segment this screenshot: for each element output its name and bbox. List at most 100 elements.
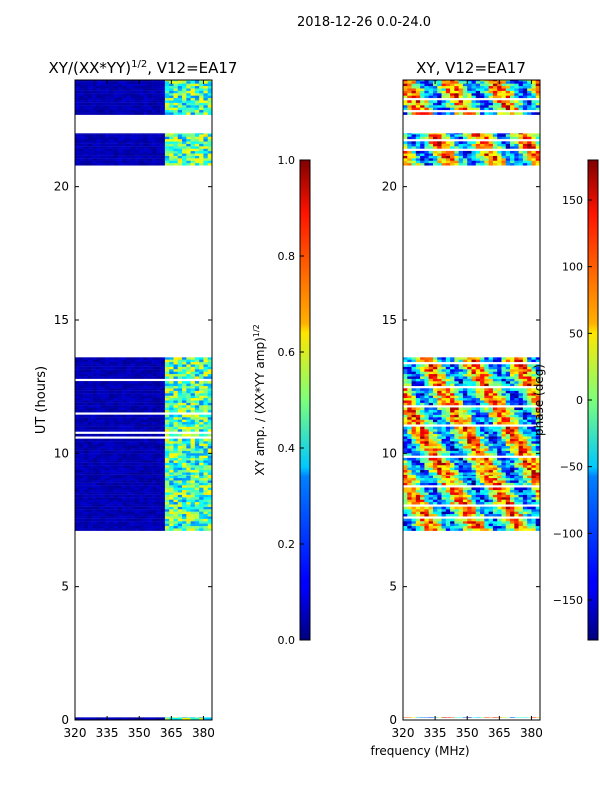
phase-heatmap-cell (458, 417, 464, 420)
amp-heatmap-cell (203, 472, 209, 475)
amp-heatmap-cell (100, 397, 106, 401)
amp-heatmap-cell (139, 383, 144, 387)
amp-heatmap-cell (83, 359, 89, 363)
amp-heatmap-cell (203, 376, 209, 379)
amp-heatmap-cell (126, 501, 131, 505)
phase-heatmap-cell (480, 489, 485, 493)
phase-heatmap-cell (424, 494, 429, 498)
amp-heatmap-cell (122, 97, 127, 101)
phase-heatmap-cell (467, 475, 472, 479)
amp-heatmap-cell (100, 395, 106, 399)
amp-heatmap-cell (130, 518, 136, 522)
amp-heatmap-cell (173, 528, 179, 531)
amp-heatmap-cell (134, 494, 140, 498)
amp-heatmap-cell (177, 390, 183, 394)
amp-heatmap-cell (160, 136, 166, 140)
amp-heatmap-cell (92, 460, 97, 463)
phase-heatmap-cell (527, 417, 532, 420)
phase-heatmap-cell (484, 390, 489, 394)
phase-heatmap-cell (420, 477, 425, 481)
amp-heatmap-cell (207, 518, 212, 522)
amp-heatmap-cell (182, 95, 187, 99)
amp-heatmap-cell (152, 162, 157, 166)
phase-heatmap-cell (492, 433, 498, 437)
amp-heatmap-cell (177, 105, 183, 108)
phase-heatmap-cell (467, 426, 472, 430)
amp-heatmap-cell (190, 95, 196, 99)
phase-heatmap-cell (411, 388, 417, 391)
phase-heatmap-cell (437, 469, 442, 473)
amp-heatmap-cell (87, 361, 93, 365)
amp-heatmap-cell (143, 455, 149, 459)
amp-heatmap-cell (100, 385, 106, 389)
amp-heatmap-cell (160, 376, 166, 379)
amp-heatmap-cell (126, 136, 131, 140)
phase-heatmap-cell (471, 393, 477, 396)
phase-heatmap-cell (471, 511, 477, 515)
amp-heatmap-cell (87, 112, 93, 115)
phase-heatmap-cell (462, 521, 468, 524)
amp-heatmap-cell (186, 138, 191, 142)
phase-heatmap-cell (437, 521, 442, 524)
amp-heatmap-cell (156, 419, 161, 423)
amp-heatmap-cell (75, 494, 80, 498)
phase-heatmap-cell (420, 421, 425, 425)
amp-heatmap-cell (160, 482, 166, 486)
phase-heatmap-cell (471, 395, 477, 399)
phase-heatmap-cell (505, 472, 511, 475)
amp-heatmap-cell (83, 160, 89, 164)
amp-heatmap-cell (143, 134, 149, 137)
amp-heatmap-cell (169, 357, 174, 360)
amp-heatmap-cell (87, 390, 93, 394)
amp-heatmap-cell (79, 523, 84, 527)
phase-heatmap-cell (432, 469, 438, 473)
phase-heatmap-cell (484, 402, 489, 406)
amp-heatmap-cell (113, 148, 119, 152)
phase-heatmap-cell (522, 419, 528, 423)
phase-heatmap-cell (522, 438, 528, 442)
phase-heatmap-cell (527, 397, 532, 401)
phase-heatmap-cell (522, 402, 528, 406)
amp-heatmap-cell (122, 441, 127, 444)
amp-heatmap-cell (173, 133, 179, 135)
phase-heatmap-cell (420, 511, 425, 515)
amp-heatmap-cell (96, 497, 101, 500)
amp-heatmap-cell (190, 390, 196, 394)
amp-heatmap-cell (143, 485, 149, 488)
phase-heatmap-cell (480, 474, 485, 476)
amp-heatmap-cell (173, 150, 179, 154)
phase-heatmap-cell (535, 450, 540, 454)
phase-heatmap-cell (445, 417, 451, 420)
amp-heatmap-cell (147, 80, 153, 82)
amp-heatmap-cell (156, 81, 161, 84)
amp-heatmap-cell (92, 407, 97, 411)
amp-heatmap-cell (160, 465, 166, 468)
phase-heatmap-cell (415, 431, 421, 435)
phase-heatmap-cell (407, 465, 412, 468)
phase-heatmap-cell (518, 475, 524, 479)
phase-heatmap-cell (522, 433, 528, 437)
phase-heatmap-cell (454, 412, 459, 415)
amp-heatmap-cell (199, 429, 204, 432)
phase-heatmap-cell (445, 400, 451, 403)
amp-heatmap-cell (182, 513, 187, 517)
phase-heatmap-cell (501, 477, 507, 481)
amp-heatmap-cell (139, 102, 144, 106)
phase-heatmap-cell (415, 497, 421, 500)
amp-heatmap-cell (134, 395, 140, 399)
phase-heatmap-cell (510, 487, 515, 491)
phase-heatmap-cell (403, 518, 408, 522)
amp-heatmap-cell (164, 107, 170, 111)
phase-heatmap-cell (488, 419, 494, 423)
phase-heatmap-cell (428, 487, 434, 491)
amp-heatmap-cell (96, 397, 101, 401)
phase-heatmap-cell (411, 453, 417, 456)
phase-heatmap-cell (424, 453, 429, 456)
amp-heatmap-cell (104, 474, 110, 476)
amp-heatmap-cell (173, 453, 179, 456)
amp-heatmap-cell (83, 494, 89, 498)
amp-heatmap-cell (139, 489, 144, 493)
phase-heatmap-cell (420, 400, 425, 403)
phase-heatmap-cell (428, 390, 434, 394)
amp-heatmap-cell (96, 97, 101, 101)
